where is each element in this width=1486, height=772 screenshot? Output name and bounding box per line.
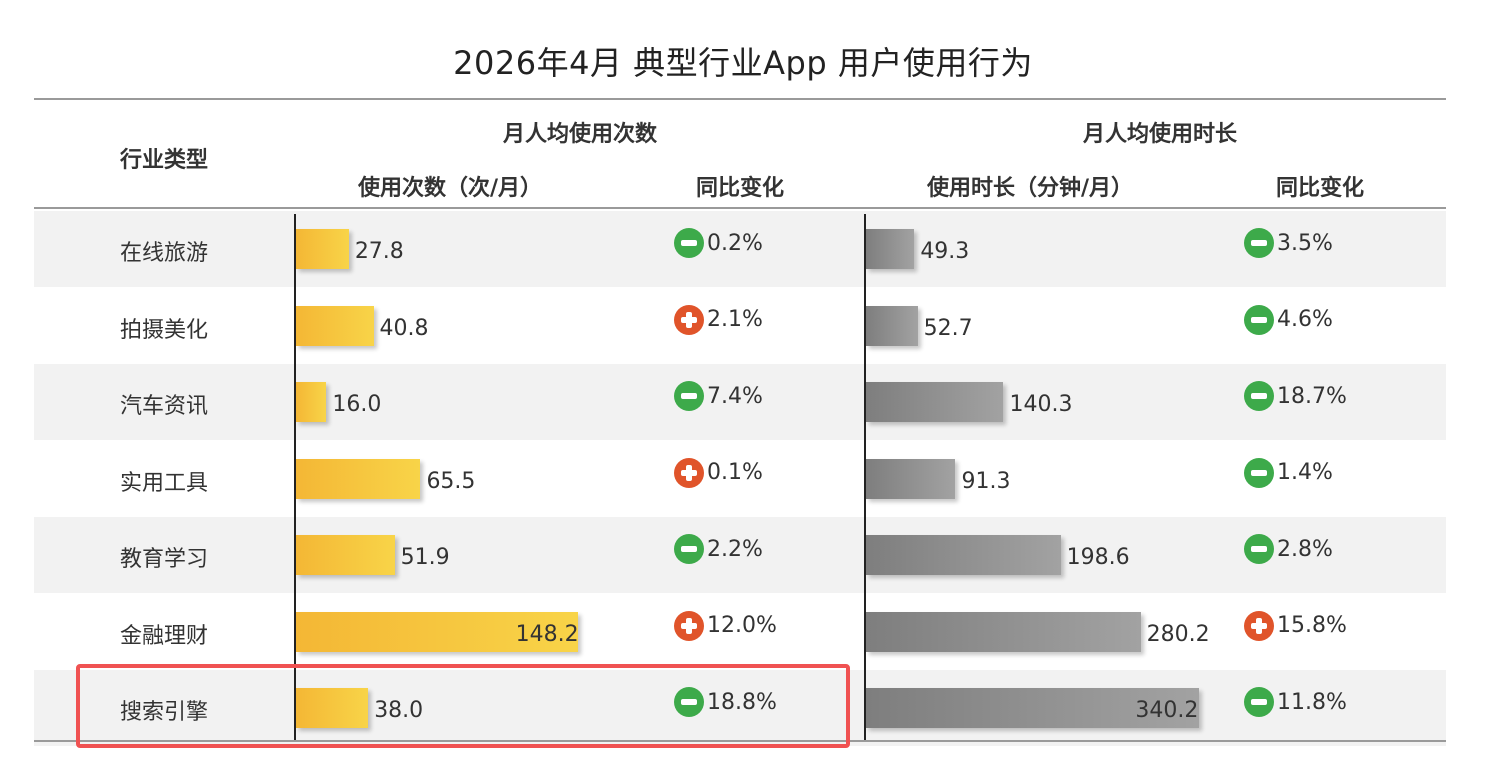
minus-circle-icon [674,381,704,412]
row-category-label: 汽车资讯 [119,394,208,420]
freq-change-text: 7.4% [707,383,763,409]
freq-bar [296,305,374,346]
freq-value-label: 65.5 [426,468,476,494]
dur-change-text: 18.7% [1277,383,1347,409]
duration-value-label: 49.3 [920,239,970,265]
duration-bar [866,611,1141,652]
table-row [34,517,1446,593]
row-category-label: 在线旅游 [119,241,208,267]
row-category-label: 搜索引擎 [119,700,208,726]
header-bottom-rule [34,207,1446,209]
duration-bar [866,382,1004,423]
freq-axis-line [294,214,296,740]
table-row [34,364,1446,440]
dur-change-text: 3.5% [1277,230,1333,256]
dur-change: 3.5% [1244,227,1333,259]
table-row [34,670,1446,746]
freq-value-label: 27.8 [354,239,404,265]
freq-change: 7.4% [674,380,763,412]
freq-bar [296,458,421,499]
row-category-label: 金融理财 [119,623,208,649]
header-freq-value: 使用次数（次/月） [357,176,543,201]
dur-change-text: 1.4% [1277,460,1333,486]
freq-change-text: 2.1% [707,307,763,333]
freq-change-text: 2.2% [707,536,763,562]
minus-circle-icon [1244,534,1274,565]
freq-value-label: 40.8 [379,315,429,341]
duration-bar [866,458,956,499]
row-category-label: 实用工具 [119,470,208,496]
minus-circle-icon [674,228,704,259]
duration-value-label: 91.3 [961,468,1011,494]
header-dur-change: 同比变化 [1275,176,1364,201]
dur-change-text: 15.8% [1277,613,1347,639]
duration-bar [866,535,1061,576]
duration-value-label: 280.2 [1146,621,1210,647]
dur-change-text: 2.8% [1277,536,1333,562]
freq-change-text: 18.8% [707,689,777,715]
chart-title: 2026年4月 典型行业App 用户使用行为 [453,44,1033,82]
freq-bar [296,611,578,652]
header-freq-change: 同比变化 [695,176,784,201]
header-category: 行业类型 [119,148,208,173]
duration-value-label: 140.3 [1009,392,1073,418]
freq-value-label: 148.2 [515,621,579,647]
duration-value-label: 340.2 [1135,698,1199,724]
minus-circle-icon [1244,381,1274,412]
freq-change: 2.2% [674,533,763,565]
table-bottom-rule [34,740,1446,742]
freq-change-text: 12.0% [707,613,777,639]
minus-circle-icon [1244,457,1274,488]
freq-change: 0.1% [674,457,763,489]
highlight-box [76,664,850,748]
dur-change-text: 4.6% [1277,307,1333,333]
header-top-rule [34,98,1446,100]
duration-value-label: 198.6 [1066,545,1130,571]
minus-circle-icon [1244,687,1274,718]
plus-circle-icon [1244,610,1274,641]
dur-change: 2.8% [1244,533,1333,565]
freq-change: 2.1% [674,304,763,336]
duration-bar [866,305,918,346]
dur-change: 1.4% [1244,457,1333,489]
freq-bar [296,382,327,423]
minus-circle-icon [1244,228,1274,259]
freq-bar [296,229,349,270]
freq-change: 0.2% [674,227,763,259]
freq-value-label: 51.9 [400,545,450,571]
duration-bar [866,229,915,270]
duration-value-label: 52.7 [923,315,973,341]
header-dur-group: 月人均使用时长 [1082,122,1237,147]
freq-bar [296,688,369,729]
header-freq-group: 月人均使用次数 [502,122,657,147]
freq-change: 12.0% [674,610,777,642]
freq-value-label: 16.0 [332,392,382,418]
plus-circle-icon [674,457,704,488]
dur-change: 4.6% [1244,304,1333,336]
freq-bar [296,535,395,576]
freq-change: 18.8% [674,686,777,718]
plus-circle-icon [674,610,704,641]
header-dur-value: 使用时长（分钟/月） [926,176,1134,201]
table-row [34,211,1446,287]
dur-change: 15.8% [1244,610,1347,642]
minus-circle-icon [674,534,704,565]
freq-change-text: 0.1% [707,460,763,486]
freq-change-text: 0.2% [707,230,763,256]
minus-circle-icon [1244,304,1274,335]
dur-change-text: 11.8% [1277,689,1347,715]
freq-value-label: 38.0 [374,698,424,724]
dur-axis-line [864,214,866,740]
duration-bar [866,688,1200,729]
dur-change: 18.7% [1244,380,1347,412]
row-category-label: 教育学习 [119,547,208,573]
row-category-label: 拍摄美化 [119,317,208,343]
minus-circle-icon [674,687,704,718]
plus-circle-icon [674,304,704,335]
dur-change: 11.8% [1244,686,1347,718]
